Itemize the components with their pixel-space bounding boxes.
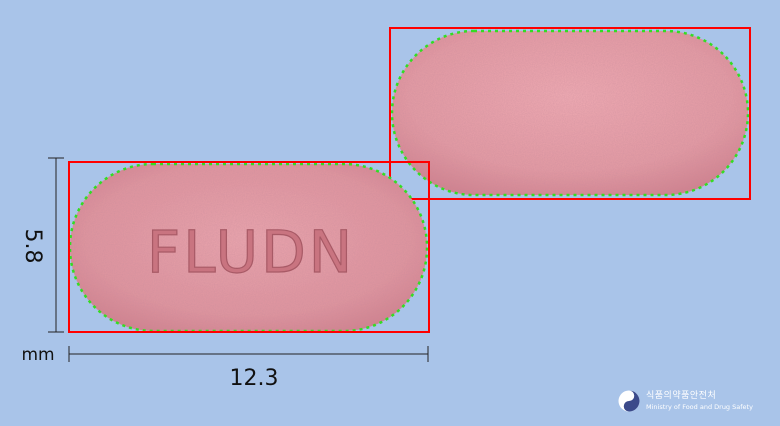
pill-back-bounding-box	[389, 27, 751, 200]
ministry-name-korean: 식품의약품안전처	[646, 390, 717, 401]
pill-front-bounding-box	[68, 161, 430, 333]
ministry-name-english: Ministry of Food and Drug Safety	[646, 402, 753, 411]
unit-label: mm	[21, 345, 54, 365]
width-dimension: 5.8	[20, 157, 64, 333]
pill-back-body	[392, 31, 748, 195]
length-value: 12.3	[230, 366, 279, 391]
width-value: 5.8	[20, 229, 45, 264]
length-dimension: 12.3	[68, 346, 429, 391]
ministry-logo: 식품의약품안전처 Ministry of Food and Drug Safet…	[618, 388, 768, 414]
pill-back-side	[389, 27, 751, 200]
pill-front-body	[70, 164, 427, 331]
ministry-emblem-icon	[618, 390, 640, 412]
pill-front-side: FLUDN	[68, 161, 430, 333]
pill-imprint: FLUDN	[147, 218, 355, 286]
